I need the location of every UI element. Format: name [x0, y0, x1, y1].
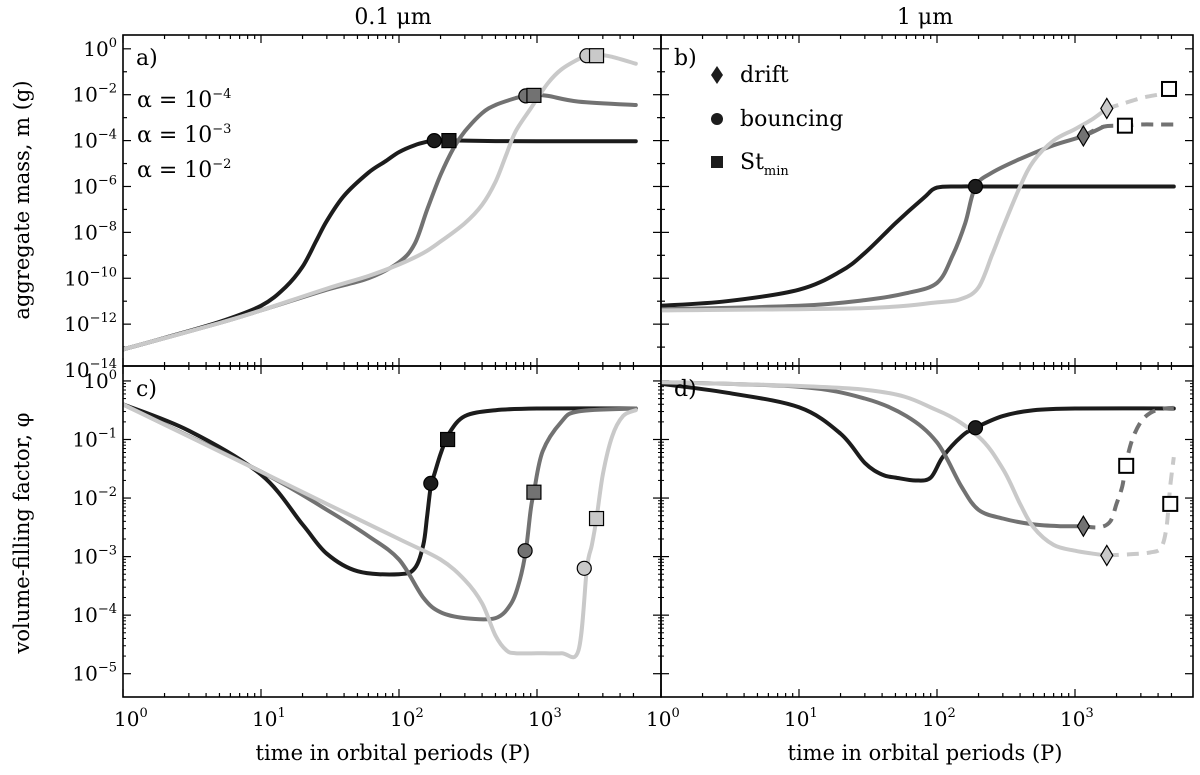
y-ticks-d: [661, 380, 1193, 675]
y-tick-label-c-m4: 10−4: [72, 602, 117, 627]
y-axis-label-mass: aggregate mass, m (g): [10, 80, 34, 319]
marker-c-square-a3: [526, 484, 542, 500]
marker-c-circle-a4: [576, 560, 592, 576]
y-tick-label-c-m5: 10−5: [72, 661, 117, 686]
legend-alpha-1e-4: α = 10−4: [137, 87, 231, 113]
marker-legend: drift bouncing Stmin: [711, 63, 843, 179]
marker-b-diamond-a3: [1076, 124, 1091, 148]
marker-b-square_open-a4: [1161, 80, 1178, 97]
alpha-legend: α = 10−4 α = 10−3 α = 10−2: [137, 87, 231, 183]
column-title-left: 0.1 μm: [354, 5, 431, 30]
series-line-c-a2: [123, 402, 638, 577]
legend-drift-diamond-icon: [711, 66, 723, 84]
x-tick-label-c-3: 103: [528, 706, 562, 731]
x-ticks-a: [122, 35, 635, 366]
markers-c: [423, 431, 605, 576]
panel-a: 10−14 10−12 10−10 10−8 10−6 10−4 10−2 100 a): [64, 34, 662, 382]
series-line-d-a4-dashed: [1106, 456, 1176, 558]
panel-frame-a: [122, 34, 662, 367]
series-group-b: [661, 90, 1176, 313]
y-tick-label-a-m10: 10−10: [64, 265, 117, 290]
series-line-b-a2: [661, 184, 1176, 308]
x-ticks-c: [122, 366, 635, 697]
marker-a-circle-a2: [426, 132, 442, 149]
y-tick-label-c-m3: 10−3: [72, 544, 117, 569]
x-tick-label-c-2: 102: [390, 706, 424, 731]
legend-drift-label: drift: [740, 63, 789, 88]
marker-d-diamond-a3: [1076, 514, 1091, 538]
marker-d-square_open-a4: [1162, 495, 1179, 512]
markers-a: [426, 48, 605, 149]
x-tick-label-d-3: 103: [1060, 706, 1094, 731]
markers-b: [967, 80, 1178, 195]
column-title-right: 1 μm: [897, 5, 953, 30]
marker-c-circle-a3: [517, 543, 533, 559]
series-line-c-a3: [123, 402, 638, 622]
x-tick-label-c-0: 100: [114, 706, 148, 731]
x-tick-label-c-1: 101: [252, 706, 286, 731]
panel-label-d: d): [674, 377, 697, 402]
series-line-d-a4: [661, 380, 1109, 558]
marker-d-diamond-a4: [1100, 544, 1114, 567]
y-tick-label-a-m8: 10−8: [72, 219, 117, 244]
y-ticks-b: [661, 48, 1193, 348]
marker-c-square-a2: [440, 431, 456, 448]
legend-stmin-square-icon: [711, 156, 723, 168]
legend-stmin-label: Stmin: [740, 150, 789, 179]
x-axis-label-right: time in orbital periods (P): [788, 741, 1063, 765]
series-line-a-a2: [123, 138, 638, 352]
y-tick-label-c-0: 100: [83, 368, 117, 393]
series-line-b-a4-dashed: [1106, 90, 1175, 111]
y-axis-label-filling-factor: volume-filling factor, φ: [10, 413, 34, 655]
series-line-d-a2: [661, 381, 1176, 483]
panel-d: d): [660, 365, 1194, 698]
markers-d: [967, 420, 1179, 567]
y-tick-label-c-m2: 10−2: [72, 485, 117, 510]
legend-alpha-1e-3: α = 10−3: [137, 122, 231, 148]
marker-a-square-a2: [441, 132, 457, 149]
series-line-b-a4: [661, 106, 1109, 313]
marker-a-square-a4: [588, 48, 605, 64]
panel-b: b): [660, 34, 1194, 367]
series-line-d-a3: [661, 380, 1086, 529]
x-tick-label-d-2: 102: [922, 706, 956, 731]
y-tick-label-c-m1: 10−1: [72, 426, 117, 451]
series-group-d: [661, 380, 1176, 558]
y-tick-label-a-m6: 10−6: [72, 173, 117, 198]
x-ticks-d: [660, 366, 1173, 697]
x-tick-labels: 100 101 102 103 100 101 102 103: [114, 706, 1094, 731]
marker-d-square_open-a3: [1118, 457, 1135, 474]
marker-b-circle-a2: [967, 178, 984, 195]
series-line-b-a3-dashed: [1082, 122, 1174, 138]
y-tick-label-a-0: 100: [83, 36, 117, 61]
panel-label-b: b): [674, 46, 697, 71]
panel-frame-d: [660, 365, 1194, 698]
panel-label-a: a): [136, 46, 158, 71]
marker-d-circle-a2: [967, 420, 984, 436]
series-line-c-a4: [123, 402, 638, 660]
x-axis-label-left: time in orbital periods (P): [256, 741, 531, 765]
y-tick-label-a-m4: 10−4: [72, 128, 117, 153]
legend-bouncing-circle-icon: [711, 113, 723, 125]
panel-c: 10−5 10−4 10−3 10−2 10−1 100 c): [72, 365, 662, 698]
y-tick-label-a-m14: 10−14: [64, 357, 117, 382]
x-tick-label-d-1: 101: [784, 706, 818, 731]
marker-b-square_open-a3: [1116, 117, 1133, 134]
series-group-c: [123, 402, 638, 660]
marker-a-square-a3: [526, 87, 542, 103]
marker-b-diamond-a4: [1100, 97, 1114, 120]
marker-c-circle-a2: [423, 475, 439, 492]
x-ticks-b: [660, 35, 1173, 366]
x-tick-label-d-0: 100: [646, 706, 680, 731]
series-line-b-a3: [661, 124, 1106, 312]
y-tick-label-a-m12: 10−12: [64, 311, 117, 336]
marker-c-square-a4: [588, 510, 605, 527]
legend-alpha-1e-2: α = 10−2: [137, 157, 231, 183]
panel-label-c: c): [136, 377, 157, 402]
y-tick-label-a-m2: 10−2: [72, 82, 117, 107]
legend-bouncing-label: bouncing: [740, 107, 843, 132]
